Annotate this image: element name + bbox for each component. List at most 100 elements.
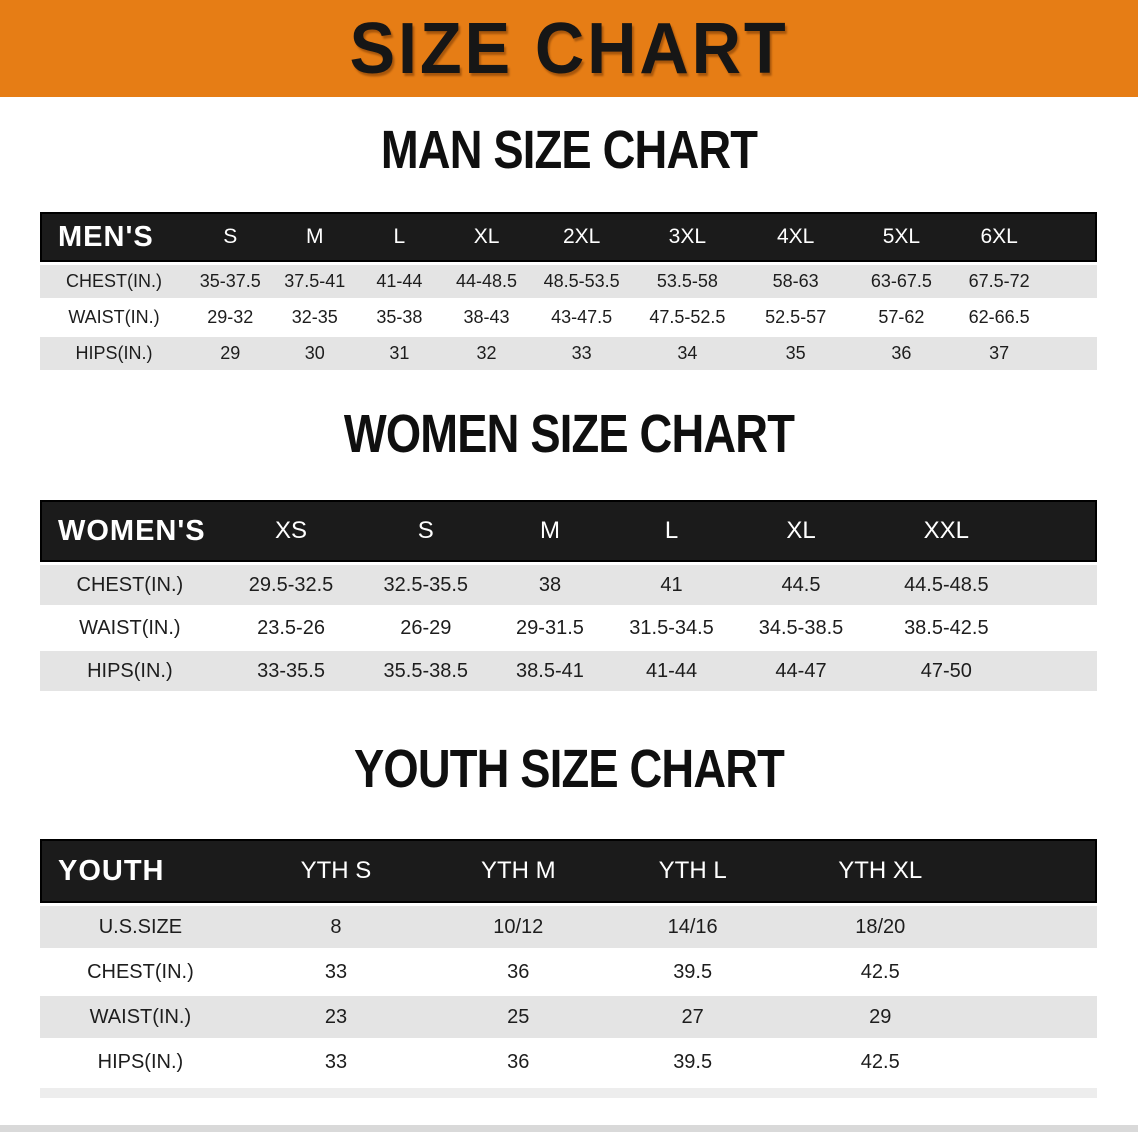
- row-spacer: [980, 906, 1097, 948]
- size-cell: 35.5-38.5: [362, 651, 490, 691]
- row-spacer: [1044, 301, 1097, 334]
- size-cell: 23: [240, 996, 432, 1038]
- size-cell: 38.5-41: [489, 651, 611, 691]
- table-title-cell: YOUTH: [40, 839, 241, 903]
- table-title-cell: MEN'S: [40, 212, 188, 262]
- table-row: CHEST(IN.) 29.5-32.5 32.5-35.5 38 41 44.5 44.5…: [40, 565, 1097, 605]
- section-women: WOMEN SIZE CHART WOMEN'S XS S M L XL XXL CHEST(I…: [0, 407, 1138, 694]
- size-cell: 33: [531, 337, 632, 370]
- size-table-women: WOMEN'S XS S M L XL XXL CHEST(IN.) 29.5-32.5 32.5…: [40, 497, 1097, 694]
- size-cell: 38.5-42.5: [869, 608, 1023, 648]
- row-label: HIPS(IN.): [40, 337, 188, 370]
- size-column-header: M: [489, 500, 611, 562]
- size-cell: 29: [779, 996, 981, 1038]
- size-cell: 47.5-52.5: [631, 301, 743, 334]
- size-cell: 35-37.5: [187, 265, 273, 298]
- size-cell: 18/20: [779, 906, 981, 948]
- table-row: CHEST(IN.) 33 36 39.5 42.5: [40, 951, 1097, 993]
- row-label: HIPS(IN.): [40, 651, 220, 691]
- size-cell: 36: [431, 951, 606, 993]
- size-cell: 8: [240, 906, 432, 948]
- row-label: WAIST(IN.): [40, 996, 241, 1038]
- row-spacer: [1022, 608, 1097, 648]
- row-label: WAIST(IN.): [40, 301, 188, 334]
- size-cell: 37.5-41: [272, 265, 358, 298]
- size-cell: 42.5: [779, 1041, 981, 1083]
- size-cell: 47-50: [869, 651, 1023, 691]
- size-column-header: YTH XL: [779, 839, 981, 903]
- size-cell: 33-35.5: [219, 651, 363, 691]
- size-cell: 30: [272, 337, 358, 370]
- size-cell: 57-62: [848, 301, 955, 334]
- size-cell: 48.5-53.5: [531, 265, 632, 298]
- table-row: U.S.SIZE 8 10/12 14/16 18/20: [40, 906, 1097, 948]
- size-cell: 32: [441, 337, 532, 370]
- section-heading: WOMEN SIZE CHART: [0, 407, 1138, 475]
- size-cell: 29-31.5: [489, 608, 611, 648]
- row-label: CHEST(IN.): [40, 951, 241, 993]
- size-column-header: XL: [732, 500, 870, 562]
- section-men: MAN SIZE CHART MEN'S S M L XL 2XL 3XL 4XL 5XL 6XL C…: [0, 123, 1138, 373]
- row-spacer: [1044, 265, 1097, 298]
- banner: SIZE CHART: [0, 0, 1138, 97]
- size-cell: 33: [240, 1041, 432, 1083]
- size-cell: 44.5-48.5: [869, 565, 1023, 605]
- table-row: WAIST(IN.) 29-32 32-35 35-38 38-43 43-47.5 47.…: [40, 301, 1097, 334]
- size-cell: 29-32: [187, 301, 273, 334]
- table-header-row: MEN'S S M L XL 2XL 3XL 4XL 5XL 6XL: [40, 212, 1097, 262]
- header-spacer: [1044, 212, 1097, 262]
- size-cell: 58-63: [742, 265, 849, 298]
- size-cell: 44.5: [732, 565, 870, 605]
- size-cell: 35: [742, 337, 849, 370]
- size-cell: 26-29: [362, 608, 490, 648]
- size-cell: 32.5-35.5: [362, 565, 490, 605]
- size-table-youth: YOUTH YTH S YTH M YTH L YTH XL U.S.SIZE 8 10/12…: [40, 836, 1097, 1086]
- row-spacer: [1044, 337, 1097, 370]
- size-cell: 38-43: [441, 301, 532, 334]
- size-cell: 52.5-57: [742, 301, 849, 334]
- size-cell: 44-48.5: [441, 265, 532, 298]
- section-heading-text: MAN SIZE CHART: [380, 120, 758, 180]
- size-cell: 67.5-72: [954, 265, 1045, 298]
- size-cell: 41: [610, 565, 733, 605]
- size-cell: 62-66.5: [954, 301, 1045, 334]
- size-cell: 34: [631, 337, 743, 370]
- page-title: SIZE CHART: [349, 8, 789, 89]
- row-label: U.S.SIZE: [40, 906, 241, 948]
- row-label: WAIST(IN.): [40, 608, 220, 648]
- size-cell: 53.5-58: [631, 265, 743, 298]
- bottom-strip: [0, 1125, 1138, 1132]
- size-column-header: XXL: [869, 500, 1023, 562]
- size-cell: 14/16: [605, 906, 780, 948]
- size-cell: 36: [848, 337, 955, 370]
- size-column-header: YTH M: [431, 839, 606, 903]
- size-column-header: 3XL: [631, 212, 743, 262]
- size-column-header: L: [610, 500, 733, 562]
- size-column-header: XL: [441, 212, 532, 262]
- size-cell: 29.5-32.5: [219, 565, 363, 605]
- section-heading-text: WOMEN SIZE CHART: [343, 404, 795, 464]
- size-column-header: M: [272, 212, 358, 262]
- size-cell: 43-47.5: [531, 301, 632, 334]
- section-heading: MAN SIZE CHART: [0, 123, 1138, 191]
- table-row: HIPS(IN.) 33-35.5 35.5-38.5 38.5-41 41-44 44-…: [40, 651, 1097, 691]
- row-spacer: [980, 996, 1097, 1038]
- table-row: WAIST(IN.) 23 25 27 29: [40, 996, 1097, 1038]
- size-cell: 63-67.5: [848, 265, 955, 298]
- table-header-row: WOMEN'S XS S M L XL XXL: [40, 500, 1097, 562]
- size-column-header: YTH S: [240, 839, 432, 903]
- row-spacer: [1022, 651, 1097, 691]
- header-spacer: [1022, 500, 1097, 562]
- size-cell: 38: [489, 565, 611, 605]
- size-cell: 44-47: [732, 651, 870, 691]
- size-cell: 36: [431, 1041, 606, 1083]
- size-cell: 25: [431, 996, 606, 1038]
- size-cell: 29: [187, 337, 273, 370]
- size-column-header: S: [362, 500, 490, 562]
- size-column-header: L: [357, 212, 442, 262]
- size-column-header: 5XL: [848, 212, 955, 262]
- table-row: HIPS(IN.) 33 36 39.5 42.5: [40, 1041, 1097, 1083]
- row-label: HIPS(IN.): [40, 1041, 241, 1083]
- row-label: CHEST(IN.): [40, 265, 188, 298]
